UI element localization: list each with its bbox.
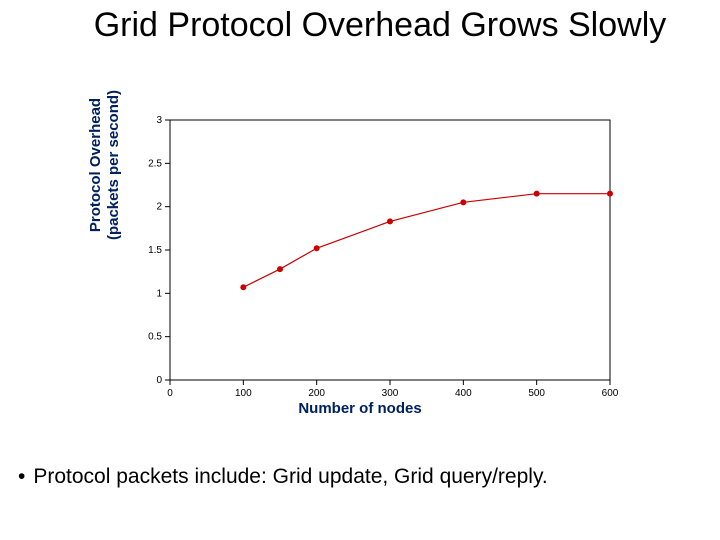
svg-text:600: 600 [602,388,619,399]
svg-text:2.5: 2.5 [148,158,162,169]
overhead-chart: 0 100 200 300 400 500 600 0 0.5 1 1.5 2 2.5 3 [100,110,620,410]
svg-text:1: 1 [156,288,162,299]
svg-text:0: 0 [156,375,162,386]
page-title: Grid Protocol Overhead Grows Slowly [60,6,700,45]
svg-text:1.5: 1.5 [148,245,162,256]
svg-text:100: 100 [235,388,252,399]
slide: Grid Protocol Overhead Grows Slowly Prot… [0,0,720,540]
x-axis-label: Number of nodes [100,400,620,417]
svg-text:2: 2 [156,202,162,213]
svg-text:3: 3 [156,115,162,126]
bullet-text: Protocol packets include: Grid update, G… [33,465,547,489]
chart-svg: 0 100 200 300 400 500 600 0 0.5 1 1.5 2 2.5 3 [100,110,620,410]
svg-text:0.5: 0.5 [148,332,162,343]
svg-text:500: 500 [528,388,545,399]
list-item: • Protocol packets include: Grid update,… [18,465,702,489]
svg-text:0: 0 [167,388,173,399]
bullet-icon: • [18,465,25,489]
svg-text:400: 400 [455,388,472,399]
bullet-list: • Protocol packets include: Grid update,… [18,465,702,489]
svg-text:200: 200 [308,388,325,399]
svg-text:300: 300 [382,388,399,399]
